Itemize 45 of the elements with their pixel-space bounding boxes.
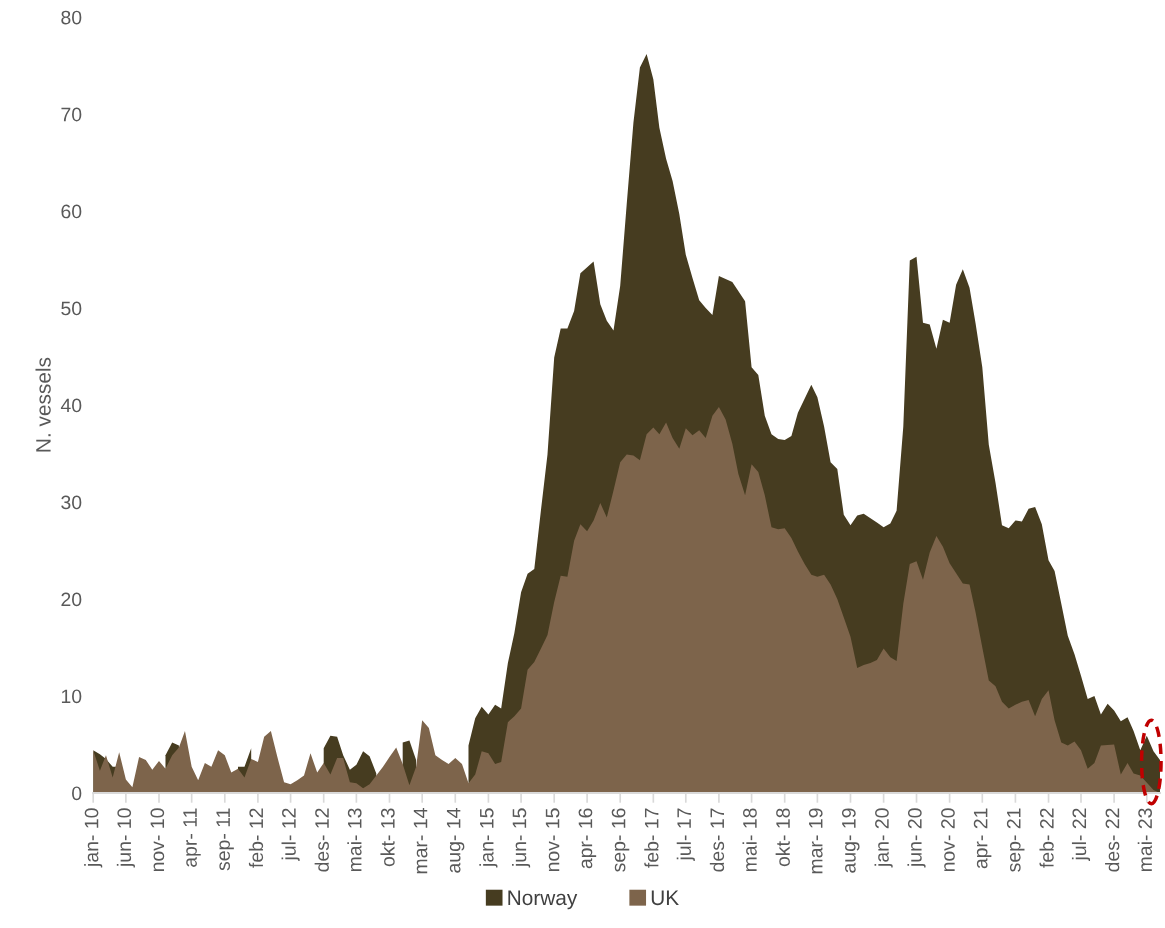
x-tick-label: des- 12: [314, 808, 329, 872]
x-tick-label: sep- 11: [216, 808, 234, 871]
legend-label: UK: [651, 890, 679, 906]
x-tick-label: okt- 18: [775, 808, 790, 867]
x-tick-label: nov- 20: [941, 808, 955, 872]
y-tick-label: 30: [61, 495, 82, 510]
y-tick-label: 0: [72, 786, 82, 801]
x-tick-label: mai- 23: [1137, 808, 1153, 872]
x-tick-label: sep- 16: [611, 808, 630, 872]
x-tick-label: mar- 19: [808, 808, 823, 874]
x-tick-label: mar- 14: [413, 808, 428, 874]
x-tick-label: feb- 22: [1039, 808, 1054, 868]
y-tick-label: 70: [61, 107, 82, 122]
x-tick-label: okt- 13: [380, 808, 395, 867]
x-tick-label: jul- 12: [281, 808, 300, 861]
x-tick-label: jun- 15: [512, 808, 531, 868]
y-tick-label: 20: [61, 592, 82, 607]
x-tick-label: nov- 10: [150, 808, 165, 872]
x-tick-label: apr- 16: [578, 808, 597, 869]
y-tick-label: 50: [61, 301, 82, 316]
legend-label: Norway: [508, 890, 578, 910]
x-tick-label: aug- 14: [446, 808, 465, 873]
x-tick-label: jun- 20: [907, 808, 926, 868]
x-tick-label: apr- 11: [183, 808, 201, 867]
x-tick-label: des- 22: [1105, 808, 1120, 872]
x-tick-label: jul- 17: [676, 808, 695, 861]
x-tick-label: aug- 19: [841, 808, 860, 873]
y-tick-label: 80: [61, 10, 82, 25]
x-tick-label: jun- 10: [116, 808, 135, 868]
x-tick-label: jan- 20: [874, 808, 893, 868]
y-axis-title: N. vessels: [35, 357, 51, 452]
x-tick-label: mai- 18: [742, 808, 757, 872]
x-tick-label: mai- 13: [347, 808, 362, 872]
x-tick-label: nov- 15: [545, 808, 560, 872]
x-tick-label: feb- 12: [248, 808, 264, 868]
y-tick-label: 10: [61, 689, 82, 704]
x-tick-label: apr- 21: [973, 808, 992, 869]
x-tick-label: sep- 21: [1006, 808, 1025, 872]
x-tick-label: jul- 22: [1071, 808, 1091, 861]
x-tick-label: des- 17: [709, 808, 725, 872]
x-tick-label: jan- 15: [479, 808, 498, 868]
x-tick-label: feb- 17: [644, 808, 659, 868]
y-tick-label: 60: [61, 204, 82, 219]
x-tick-label: jan- 10: [84, 808, 103, 868]
y-tick-label: 40: [60, 398, 82, 413]
